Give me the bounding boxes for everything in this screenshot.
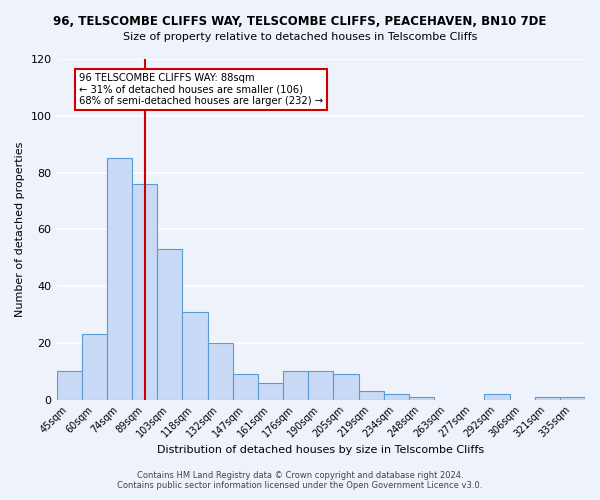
- Bar: [383, 394, 409, 400]
- Bar: [233, 374, 258, 400]
- Text: 96 TELSCOMBE CLIFFS WAY: 88sqm
← 31% of detached houses are smaller (106)
68% of: 96 TELSCOMBE CLIFFS WAY: 88sqm ← 31% of …: [79, 73, 323, 106]
- Bar: [484, 394, 509, 400]
- Bar: [560, 396, 585, 400]
- Y-axis label: Number of detached properties: Number of detached properties: [15, 142, 25, 317]
- Bar: [258, 382, 283, 400]
- Bar: [56, 371, 82, 400]
- Bar: [107, 158, 132, 400]
- Text: 96, TELSCOMBE CLIFFS WAY, TELSCOMBE CLIFFS, PEACEHAVEN, BN10 7DE: 96, TELSCOMBE CLIFFS WAY, TELSCOMBE CLIF…: [53, 15, 547, 28]
- Bar: [334, 374, 359, 400]
- Bar: [132, 184, 157, 400]
- X-axis label: Distribution of detached houses by size in Telscombe Cliffs: Distribution of detached houses by size …: [157, 445, 484, 455]
- Bar: [208, 343, 233, 400]
- Bar: [157, 249, 182, 400]
- Bar: [535, 396, 560, 400]
- Bar: [182, 312, 208, 400]
- Bar: [409, 396, 434, 400]
- Bar: [308, 371, 334, 400]
- Bar: [359, 391, 383, 400]
- Text: Size of property relative to detached houses in Telscombe Cliffs: Size of property relative to detached ho…: [123, 32, 477, 42]
- Bar: [283, 371, 308, 400]
- Text: Contains HM Land Registry data © Crown copyright and database right 2024.
Contai: Contains HM Land Registry data © Crown c…: [118, 470, 482, 490]
- Bar: [82, 334, 107, 400]
